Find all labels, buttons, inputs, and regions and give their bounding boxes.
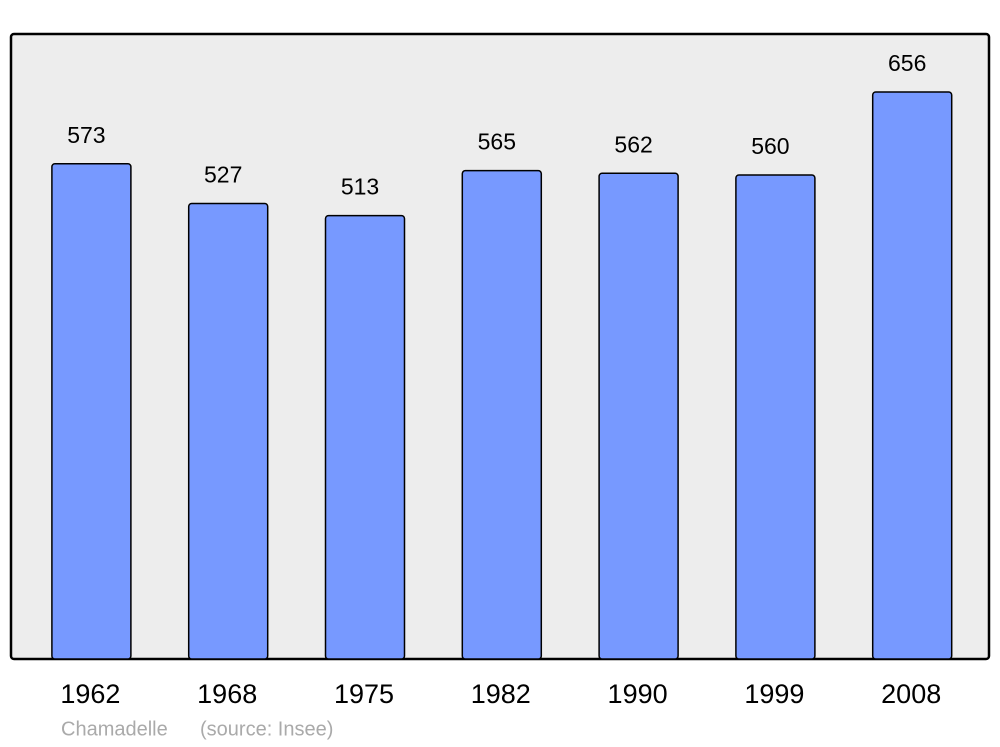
x-tick-label: 1968: [197, 679, 257, 709]
bar: [324, 214, 406, 660]
x-tick-label: 1982: [471, 679, 531, 709]
x-tick-label: 1990: [608, 679, 668, 709]
x-tick-label: 2008: [881, 679, 941, 709]
value-label: 565: [478, 129, 516, 155]
bar: [598, 172, 679, 660]
value-label: 560: [751, 133, 789, 159]
bar: [735, 174, 816, 660]
bar: [51, 162, 132, 660]
value-label: 562: [614, 131, 652, 157]
value-label: 513: [341, 174, 379, 200]
source: (source: Insee): [200, 718, 333, 740]
value-label: 656: [888, 50, 926, 76]
x-tick-label: 1975: [334, 679, 394, 709]
value-label: 573: [67, 122, 105, 148]
caption: Chamadelle: [61, 718, 168, 740]
x-tick-label: 1999: [744, 679, 804, 709]
x-tick-label: 1962: [60, 679, 120, 709]
bar: [871, 91, 953, 660]
bar: [187, 202, 269, 660]
bar: [461, 169, 543, 660]
value-label: 527: [204, 162, 242, 188]
